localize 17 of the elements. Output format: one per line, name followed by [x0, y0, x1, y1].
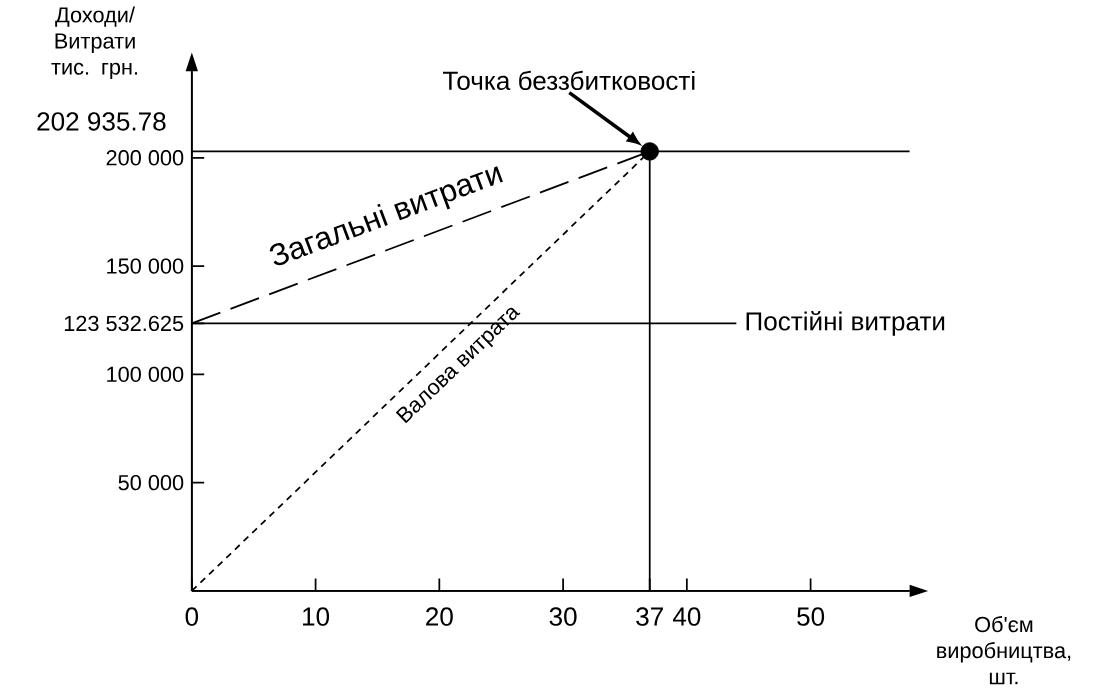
- x-tick-label: 0: [185, 607, 199, 626]
- y-tick-label: 123 532.625: [64, 315, 184, 332]
- y-tick-label: 100 000: [107, 366, 184, 383]
- annotation: Точка беззбитковості: [443, 70, 695, 91]
- x-tick-label: 50: [797, 607, 825, 626]
- y-tick-label: 50 000: [118, 474, 184, 491]
- x-tick-label: 20: [426, 607, 453, 626]
- x-tick-label: 30: [549, 607, 577, 626]
- x-tick-label: 10: [303, 607, 330, 626]
- series-label: Постійні витрати: [746, 311, 945, 336]
- y-tick-label: 150 000: [107, 258, 184, 274]
- x-tick-label: 37: [636, 607, 663, 626]
- y-axis-title: Доходи/ Витрати тис. грн.: [51, 6, 138, 80]
- y-tick-label: 200 000: [106, 150, 184, 166]
- ref-line-label: 202 935.78: [37, 112, 166, 131]
- x-tick-label: 40: [672, 607, 701, 626]
- x-axis-title: Об'єм виробництва, шт.: [937, 616, 1071, 685]
